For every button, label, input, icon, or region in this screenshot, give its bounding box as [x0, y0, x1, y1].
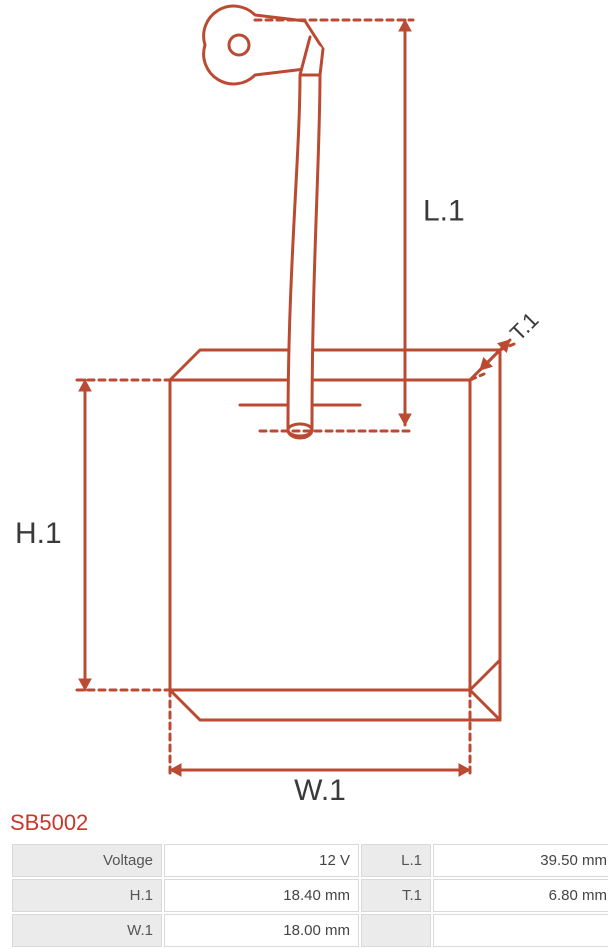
svg-text:W.1: W.1 — [294, 774, 346, 807]
spec-table: Voltage12 VL.139.50 mmH.118.40 mmT.16.80… — [10, 842, 608, 949]
spec-label — [361, 914, 431, 947]
spec-label: L.1 — [361, 844, 431, 877]
spec-label: H.1 — [12, 879, 162, 912]
spec-value: 39.50 mm — [433, 844, 608, 877]
table-row: H.118.40 mmT.16.80 mm — [12, 879, 608, 912]
spec-value — [433, 914, 608, 947]
svg-text:L.1: L.1 — [423, 194, 465, 227]
spec-label: Voltage — [12, 844, 162, 877]
spec-label: T.1 — [361, 879, 431, 912]
table-row: W.118.00 mm — [12, 914, 608, 947]
svg-text:H.1: H.1 — [15, 517, 62, 550]
spec-value: 18.00 mm — [164, 914, 359, 947]
product-code: SB5002 — [0, 810, 608, 842]
spec-label: W.1 — [12, 914, 162, 947]
spec-value: 18.40 mm — [164, 879, 359, 912]
spec-value: 12 V — [164, 844, 359, 877]
spec-value: 6.80 mm — [433, 879, 608, 912]
table-row: Voltage12 VL.139.50 mm — [12, 844, 608, 877]
dimension-diagram: L.1H.1W.1T.1 — [0, 0, 608, 810]
